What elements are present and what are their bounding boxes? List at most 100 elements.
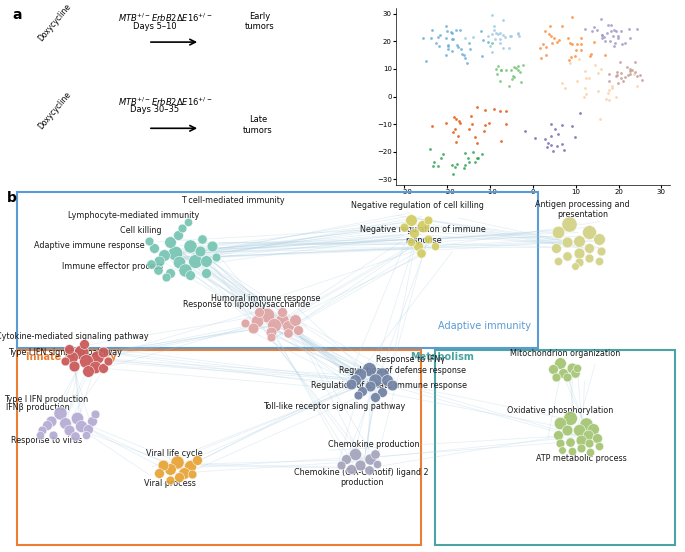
Point bbox=[491, 70, 502, 78]
Point bbox=[34, 430, 45, 439]
Point bbox=[412, 242, 423, 251]
Point bbox=[97, 348, 108, 357]
Point bbox=[370, 393, 381, 402]
Point bbox=[171, 457, 182, 466]
Text: a: a bbox=[12, 8, 21, 22]
Point bbox=[80, 357, 91, 365]
Point bbox=[513, 31, 524, 40]
Point bbox=[470, 157, 481, 166]
Point bbox=[495, 66, 506, 75]
Point bbox=[443, 42, 453, 51]
Point bbox=[573, 258, 584, 267]
Point bbox=[564, 438, 575, 447]
Point bbox=[595, 65, 606, 73]
Point bbox=[265, 327, 276, 336]
Point bbox=[97, 348, 108, 357]
Point bbox=[588, 23, 599, 31]
Point bbox=[477, 52, 488, 61]
Point bbox=[186, 469, 197, 478]
Point bbox=[144, 236, 155, 245]
Point bbox=[545, 22, 556, 31]
Point bbox=[558, 368, 569, 377]
Point bbox=[406, 238, 416, 247]
Point bbox=[277, 315, 288, 324]
Point bbox=[632, 72, 643, 81]
Point bbox=[144, 236, 155, 245]
Point bbox=[451, 40, 462, 49]
Point bbox=[625, 67, 636, 76]
Point bbox=[164, 238, 175, 247]
Point bbox=[603, 89, 614, 98]
Text: Days 30–35: Days 30–35 bbox=[130, 105, 179, 114]
Point bbox=[277, 315, 288, 324]
Point bbox=[371, 459, 382, 468]
Text: Chemokine (C-X-C motif) ligand 2
production: Chemokine (C-X-C motif) ligand 2 product… bbox=[295, 468, 429, 487]
Point bbox=[453, 116, 464, 125]
Point bbox=[171, 457, 182, 466]
Point bbox=[75, 347, 86, 356]
Point bbox=[572, 39, 583, 48]
Point bbox=[68, 362, 79, 370]
Point bbox=[594, 235, 605, 244]
Point bbox=[623, 70, 634, 79]
Point bbox=[498, 44, 509, 52]
Point bbox=[449, 125, 460, 134]
Point bbox=[354, 370, 365, 379]
Point bbox=[406, 215, 416, 224]
Point bbox=[433, 162, 444, 171]
Point bbox=[60, 357, 71, 365]
Point bbox=[55, 408, 66, 417]
Point bbox=[269, 321, 279, 330]
Point bbox=[594, 235, 605, 244]
Point bbox=[433, 41, 444, 50]
Point bbox=[603, 77, 614, 86]
Point bbox=[555, 439, 566, 448]
Point bbox=[377, 388, 388, 396]
Point bbox=[149, 243, 160, 252]
Point bbox=[169, 249, 180, 258]
Point bbox=[46, 416, 57, 425]
Point bbox=[450, 114, 461, 123]
Point bbox=[424, 145, 435, 154]
Point bbox=[66, 353, 77, 362]
Point bbox=[512, 66, 523, 75]
Point bbox=[251, 316, 262, 325]
Point bbox=[153, 256, 164, 265]
Point bbox=[456, 45, 466, 54]
Point bbox=[625, 70, 636, 79]
Point bbox=[441, 26, 452, 35]
Point bbox=[423, 234, 434, 243]
Point bbox=[515, 78, 526, 87]
Point bbox=[571, 45, 582, 54]
Point bbox=[546, 141, 557, 150]
Point bbox=[495, 107, 506, 115]
Point bbox=[548, 34, 559, 43]
Point bbox=[556, 121, 567, 130]
Point bbox=[145, 260, 156, 269]
Point bbox=[564, 438, 575, 447]
Text: Adaptive immune response: Adaptive immune response bbox=[34, 241, 145, 251]
Point bbox=[440, 22, 451, 31]
Point bbox=[292, 325, 303, 334]
Point bbox=[580, 89, 591, 98]
Point bbox=[557, 140, 568, 148]
Point bbox=[363, 365, 374, 374]
Point bbox=[584, 253, 595, 262]
Point bbox=[562, 252, 573, 261]
Point bbox=[594, 441, 605, 450]
Point bbox=[541, 142, 552, 151]
Point bbox=[455, 25, 466, 34]
Point bbox=[632, 82, 643, 91]
Point bbox=[585, 447, 596, 456]
Point bbox=[517, 61, 528, 70]
Point bbox=[596, 247, 607, 256]
Point bbox=[248, 323, 259, 332]
Text: Cytokine-mediated signaling pathway: Cytokine-mediated signaling pathway bbox=[0, 332, 148, 341]
Point bbox=[575, 436, 586, 444]
Point bbox=[185, 270, 196, 279]
Point bbox=[370, 375, 381, 384]
Point bbox=[447, 170, 458, 179]
Point bbox=[192, 456, 203, 465]
Point bbox=[628, 70, 639, 79]
Point bbox=[482, 38, 493, 46]
